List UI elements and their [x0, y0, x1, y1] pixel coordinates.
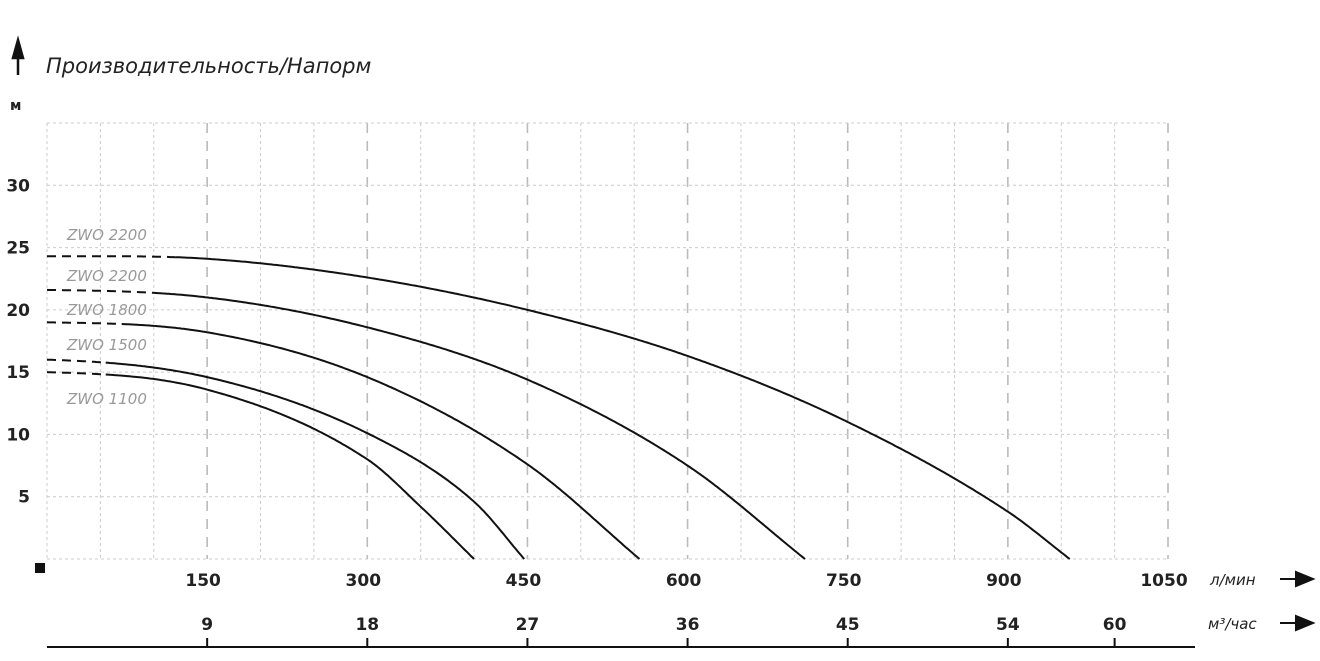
curve-dashed-segment	[46, 371, 105, 376]
y-axis-unit: м	[10, 98, 21, 114]
x-tick-label: 600	[666, 571, 702, 591]
x2-axis-arrow-icon	[1280, 614, 1316, 632]
y-tick-label: 10	[6, 425, 30, 445]
curve-zwo-1800	[121, 323, 641, 560]
series-label: ZWO 2200	[66, 226, 147, 244]
y-tick-label: 20	[6, 301, 30, 321]
y-tick-label: 25	[6, 239, 30, 259]
x2-tick-label: 45	[836, 615, 860, 635]
x2-axis-unit: м³/час	[1208, 615, 1257, 633]
curve-dashed-segment	[46, 358, 105, 364]
origin-marker	[35, 563, 45, 573]
x2-tick-label: 36	[676, 615, 700, 635]
y-tick-label: 30	[6, 176, 30, 196]
series-label: ZWO 2200	[66, 267, 147, 285]
x-tick-label: 750	[826, 571, 862, 591]
curve-dashed-segment	[47, 255, 176, 259]
series-labels: ZWO 2200 ZWO 2200 ZWO 1800 ZWO 1500 ZWO 1100	[66, 226, 147, 408]
y-axis-arrow-icon	[11, 35, 25, 75]
curve-dashed-segment	[46, 321, 122, 325]
x2-tick-label: 27	[516, 615, 540, 635]
curve-zwo-1100	[105, 373, 475, 560]
series-label: ZWO 1100	[66, 390, 147, 408]
series-label: ZWO 1500	[66, 336, 147, 354]
chart-title: Производительность/Напорм	[46, 54, 372, 78]
x-tick-label: 900	[986, 571, 1022, 591]
x-axis-arrow-icon	[1280, 570, 1316, 588]
grid	[46, 122, 1169, 560]
x-tick-label: 1050	[1140, 571, 1187, 591]
x2-tick-label: 54	[996, 615, 1020, 635]
series-label: ZWO 1800	[66, 301, 147, 319]
curves	[46, 255, 1071, 560]
curve-zwo-1500	[105, 361, 525, 560]
curve-dashed-segment	[46, 288, 154, 294]
axes: Производительность/Напорм м л/мин м³/час…	[6, 35, 1316, 648]
x-tick-label: 450	[506, 571, 542, 591]
x-axis-unit: л/мин	[1209, 571, 1256, 589]
x-tick-label: 150	[185, 571, 221, 591]
curve-zwo-2200	[175, 256, 1071, 560]
x2-tick-label: 18	[355, 615, 379, 635]
curve-zwo-2200	[153, 291, 806, 560]
y-tick-label: 5	[18, 488, 30, 508]
x-tick-label: 300	[346, 571, 382, 591]
y-tick-label: 15	[6, 363, 30, 383]
x2-tick-label: 9	[201, 615, 213, 635]
x2-tick-label: 60	[1103, 615, 1127, 635]
